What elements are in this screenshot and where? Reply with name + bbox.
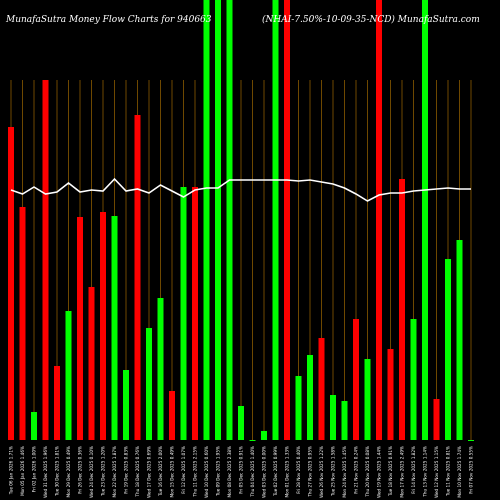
bar-21: [249, 440, 256, 441]
x-tick-label: Tue 09 Dec 2025 1.95%: [216, 446, 221, 497]
bar-38: [445, 259, 451, 440]
chart-title-left: MunafaSutra Money Flow Charts for 940663: [5, 15, 212, 25]
x-tick-label: Fri 14 Nov 2025 1.82%: [411, 446, 416, 494]
bar-6: [77, 217, 83, 440]
x-tick-label: Fri 02 Jan 2026 1.00%: [32, 446, 37, 492]
x-tick-label: Tue 02 Dec 2025 0.99%: [273, 446, 278, 497]
bar-series: [8, 0, 474, 441]
x-tick-label: Wed 26 Nov 2025 1.22%: [319, 446, 324, 498]
bar-7: [88, 287, 95, 440]
bar-0: [8, 127, 14, 440]
bar-22: [261, 431, 267, 440]
x-tick-label: Mon 24 Nov 2025 1.45%: [342, 446, 347, 498]
x-tick-label: Tue 23 Dec 2025 1.20%: [101, 446, 106, 497]
x-tick-label: Thu 20 Nov 2025 0.08%: [365, 446, 370, 498]
bar-15: [180, 187, 187, 440]
x-tick-label: Tue 18 Nov 2025 0.91%: [388, 446, 393, 497]
x-tick-label: Mon 10 Nov 2025 1.74%: [457, 446, 462, 498]
bar-19: [226, 0, 233, 440]
x-tick-label: Thu 18 Dec 2025 0.76%: [135, 446, 140, 498]
x-tick-label: Mon 08 Dec 2025 2.38%: [227, 446, 232, 498]
x-tick-label: Wed 31 Dec 2025 1.96%: [43, 446, 48, 498]
chart-title-right: (NHAI-7.50%-10-09-35-NCD) MunafaSutra.co…: [262, 14, 480, 25]
bar-28: [330, 395, 336, 440]
x-tick-label: Thu 13 Nov 2025 1.14%: [423, 446, 428, 498]
bar-23: [272, 0, 279, 440]
bar-13: [157, 298, 164, 440]
bar-5: [65, 311, 72, 440]
x-tick-label: Mon 22 Dec 2025 1.87%: [112, 446, 117, 498]
bar-40: [468, 440, 474, 441]
bar-39: [456, 240, 463, 440]
x-tick-labels: Tue 06 Jan 2026 1.71% Mon 05 Jan 2026 1.4…: [9, 446, 474, 498]
x-tick-label: Wed 10 Dec 2025 0.60%: [204, 446, 209, 498]
bar-20: [238, 406, 244, 440]
x-tick-label: Wed 19 Nov 2025 1.44%: [377, 446, 382, 498]
bar-11: [134, 115, 141, 440]
x-tick-label: Mon 29 Dec 2025 0.49%: [66, 446, 71, 498]
x-tick-label: Mon 17 Nov 2025 2.49%: [400, 446, 405, 498]
bar-9: [111, 216, 118, 440]
x-tick-label: Fri 12 Dec 2025 1.07%: [181, 446, 186, 494]
x-tick-label: Wed 12 Nov 2025 1.15%: [434, 446, 439, 498]
x-tick-label: Wed 24 Dec 2025 0.10%: [89, 446, 94, 498]
bar-30: [353, 319, 359, 440]
x-tick-label: Fri 28 Nov 2025 0.40%: [296, 446, 301, 494]
bar-3: [42, 80, 49, 440]
money-flow-line: [10, 177, 471, 202]
x-tick-label: Tue 11 Nov 2025 0.81%: [446, 446, 451, 497]
bar-31: [364, 359, 371, 440]
x-tick-label: Mon 15 Dec 2025 0.49%: [170, 446, 175, 498]
x-tick-label: Tue 06 Jan 2026 1.71%: [9, 446, 14, 495]
bar-34: [399, 179, 405, 440]
bar-24: [284, 0, 290, 440]
bar-4: [54, 366, 60, 440]
x-tick-label: Fri 26 Dec 2025 0.36%: [78, 446, 83, 494]
x-tick-label: Mon 01 Dec 2025 1.33%: [285, 446, 290, 498]
bar-18: [215, 0, 221, 440]
x-tick-label: Wed 03 Dec 2025 0.00%: [262, 446, 267, 498]
bar-25: [295, 376, 302, 440]
bar-17: [203, 0, 210, 440]
x-tick-label: Tue 16 Dec 2025 2.00%: [158, 446, 163, 497]
x-tick-label: Fri 21 Nov 2025 0.24%: [354, 446, 359, 494]
x-tick-label: Fri 05 Dec 2025 0.91%: [239, 446, 244, 494]
x-tick-label: Fri 19 Dec 2025 0.83%: [124, 446, 129, 494]
bar-37: [433, 399, 440, 440]
bar-26: [307, 355, 313, 440]
bar-33: [387, 349, 394, 440]
x-tick-label: Tue 25 Nov 2025 1.58%: [331, 446, 336, 497]
x-tick-label: Fri 07 Nov 2025 0.55%: [469, 446, 474, 494]
x-tick-label: Thu 27 Nov 2025 0.95%: [308, 446, 313, 498]
bar-35: [410, 319, 417, 440]
bar-29: [341, 401, 348, 440]
bar-2: [31, 412, 37, 440]
x-tick-label: Thu 04 Dec 2025 1.40%: [250, 446, 255, 498]
bar-1: [19, 207, 26, 440]
x-tick-label: Tue 30 Dec 2025 1.81%: [55, 446, 60, 497]
x-tick-label: Wed 17 Dec 2025 0.69%: [147, 446, 152, 498]
bar-10: [123, 370, 129, 440]
bar-27: [318, 338, 325, 440]
bar-16: [192, 187, 198, 440]
bar-36: [422, 0, 428, 440]
x-tick-label: Mon 05 Jan 2026 1.46%: [20, 446, 25, 496]
bar-12: [146, 328, 152, 440]
x-tick-label: Thu 11 Dec 2025 2.15%: [193, 446, 198, 498]
bar-8: [100, 212, 106, 440]
bar-32: [376, 0, 382, 440]
bar-14: [169, 391, 175, 440]
